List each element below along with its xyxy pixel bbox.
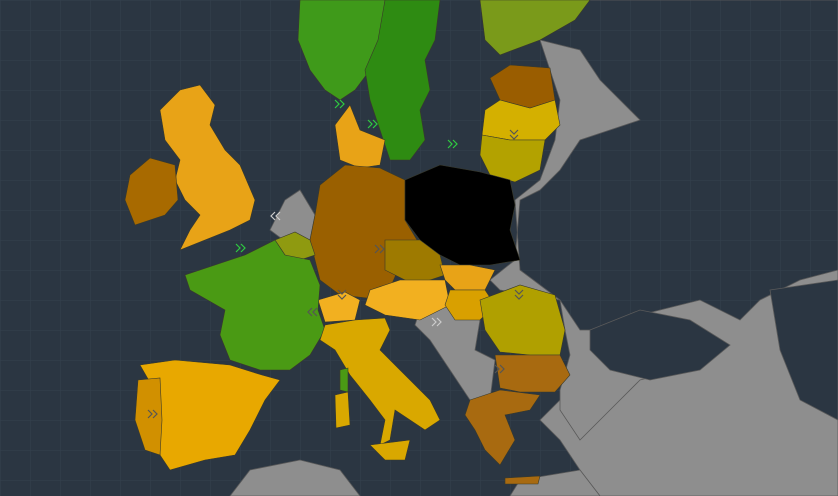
- united-kingdom: [159, 84, 256, 251]
- portugal: [134, 377, 163, 456]
- latvia: [481, 99, 561, 141]
- france: [184, 239, 326, 371]
- denmark: [334, 104, 386, 169]
- countries: [124, 0, 591, 485]
- italy: [319, 317, 441, 446]
- sardinia: [334, 391, 351, 429]
- finland: [479, 0, 591, 56]
- corsica: [339, 367, 349, 393]
- austria: [364, 279, 451, 321]
- sweden: [364, 0, 441, 161]
- movement-arrows: [147, 99, 524, 419]
- crete: [504, 475, 541, 485]
- bulgaria: [494, 354, 571, 393]
- sicily: [369, 439, 411, 461]
- greece: [464, 389, 541, 466]
- neutral-land: [229, 0, 838, 496]
- ireland: [124, 157, 179, 226]
- lithuania: [479, 134, 546, 183]
